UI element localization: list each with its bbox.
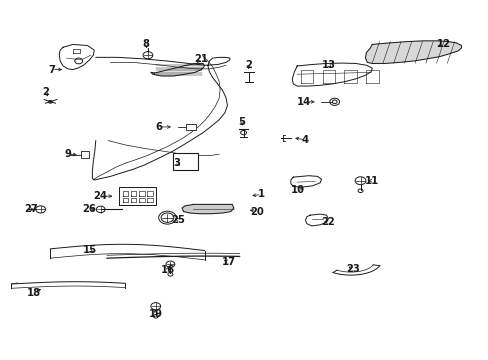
Text: 8: 8 [142,40,149,49]
Text: 3: 3 [173,158,180,168]
Text: 4: 4 [301,135,308,145]
Text: 2: 2 [244,60,251,70]
Text: 13: 13 [321,59,335,69]
Text: 9: 9 [64,149,71,159]
Text: 14: 14 [296,97,310,107]
Text: 22: 22 [321,217,335,227]
Text: 17: 17 [222,257,235,267]
Text: 21: 21 [194,54,208,64]
Text: 12: 12 [436,40,449,49]
Text: 7: 7 [48,64,55,75]
Text: 20: 20 [249,207,263,217]
Polygon shape [182,204,233,214]
Text: 6: 6 [155,122,163,132]
Text: 18: 18 [27,288,41,298]
FancyBboxPatch shape [81,151,89,158]
Text: 15: 15 [82,245,96,255]
Text: 1: 1 [258,189,264,199]
Text: 23: 23 [345,264,359,274]
Text: 24: 24 [94,191,107,201]
Polygon shape [365,41,461,63]
Polygon shape [151,63,204,76]
Text: 16: 16 [160,265,174,275]
Text: 5: 5 [238,117,245,127]
Text: 27: 27 [24,204,38,215]
Text: 25: 25 [171,215,185,225]
Text: 11: 11 [365,176,379,186]
FancyBboxPatch shape [185,124,195,130]
Text: 26: 26 [82,204,96,215]
FancyBboxPatch shape [172,153,198,170]
Text: 10: 10 [290,185,305,195]
Text: 19: 19 [148,310,163,319]
Text: 2: 2 [42,87,49,97]
